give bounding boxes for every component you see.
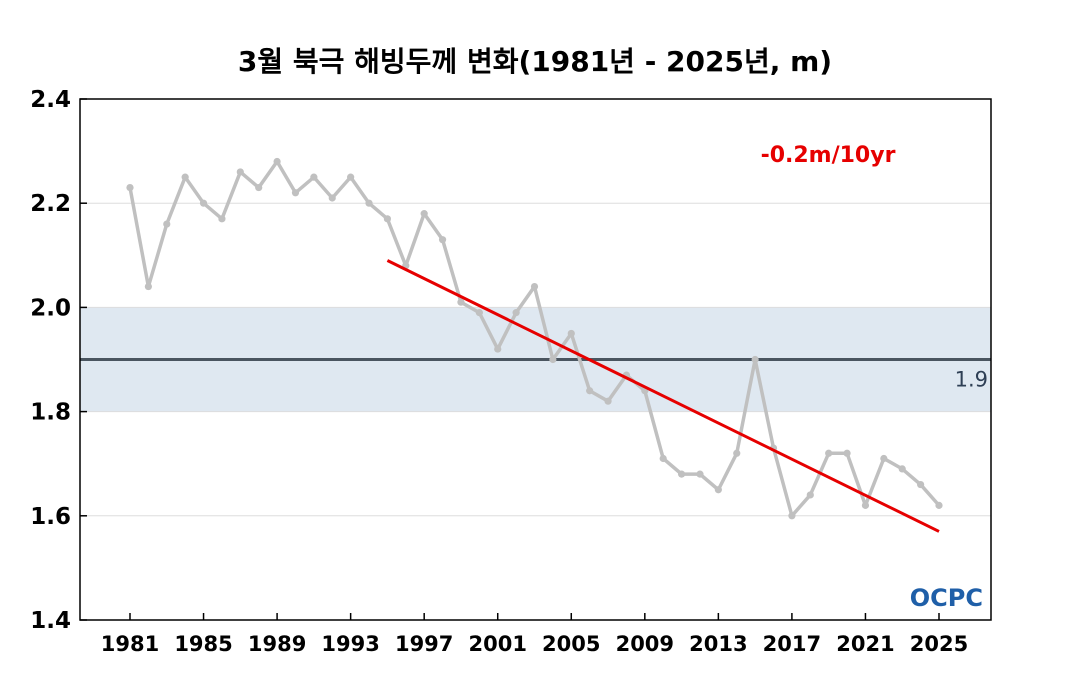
data-point [218,215,226,223]
data-point [751,355,759,364]
data-point [714,486,722,494]
data-point [291,189,300,197]
data-point [310,173,318,181]
y-tick-label: 1.6 [30,504,71,530]
data-point [126,183,134,192]
data-point [880,454,888,463]
x-tick-label: 1989 [248,632,306,656]
x-tick-label: 2009 [616,632,674,656]
data-point [475,309,483,317]
x-tick-label: 1993 [321,632,379,656]
data-point [144,282,152,291]
series-line-group [126,157,943,520]
data-point [898,465,906,473]
data-point [328,194,336,202]
data-point [383,215,392,223]
data-point [806,491,814,499]
data-point [935,501,943,509]
y-tick-label: 2.4 [30,87,71,113]
data-point [586,387,594,395]
y-tick-label: 2.2 [30,191,71,217]
data-point [347,173,355,181]
x-axis: 1981 1985 1989 1993 1997 2001 2005 2009 2013 2017… [101,613,968,656]
data-point [825,449,833,457]
chart-title: 3월 북극 해빙두께 변화(1981년 - 2025년, m) [238,45,832,78]
x-tick-label: 1985 [174,632,232,656]
data-point [677,470,686,478]
data-point [659,454,667,463]
data-point [733,449,741,457]
x-tick-label: 2001 [469,632,527,656]
data-point [494,345,502,353]
reference-label: 1.9 [955,368,988,392]
ocpc-logo: OCPC [910,584,983,612]
data-point [236,168,244,176]
x-tick-label: 1981 [101,632,159,656]
data-point [199,199,208,207]
plot-frame [79,98,992,621]
x-tick-label: 1997 [395,632,453,656]
y-tick-label: 1.4 [30,608,71,634]
x-tick-label: 2025 [910,632,968,656]
data-point [273,157,281,166]
data-point [255,183,263,192]
data-point [420,210,428,218]
x-tick-label: 2005 [542,632,600,656]
data-point [917,480,925,489]
data-point [438,236,447,244]
data-point [861,501,870,509]
data-point [530,282,539,291]
y-axis: 1.4 1.6 1.8 2.0 2.2 2.4 [30,87,87,634]
x-tick-label: 2021 [836,632,894,656]
trend-line [386,259,940,533]
data-point [365,199,373,207]
x-tick-label: 2017 [763,632,821,656]
x-tick-label: 2013 [689,632,747,656]
data-point [696,470,704,478]
data-point [457,298,465,306]
data-point [843,449,851,457]
trend-label: -0.2m/10yr [761,143,896,168]
data-point [549,355,557,364]
y-tick-label: 2.0 [30,295,71,321]
data-point [567,329,575,338]
gridlines [80,202,991,517]
data-point [181,173,189,181]
data-point [788,512,796,520]
data-point [163,220,171,228]
data-point [512,309,520,317]
y-tick-label: 1.8 [30,400,71,426]
data-point [604,397,612,405]
